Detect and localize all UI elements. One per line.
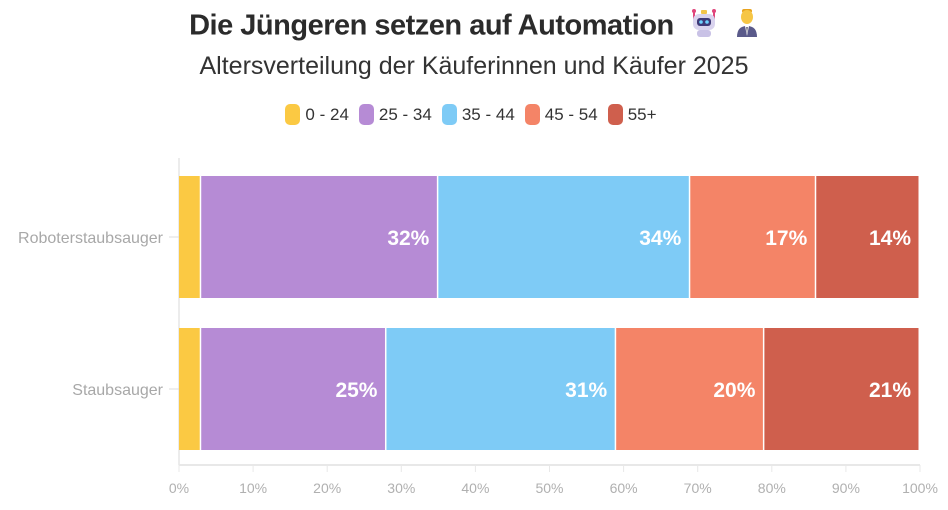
data-label: 17% xyxy=(765,227,807,250)
bar-segment-55plus[interactable] xyxy=(764,328,919,450)
x-tick-label: 100% xyxy=(902,480,938,496)
x-tick-label: 10% xyxy=(239,480,267,496)
bar-segment-55plus[interactable] xyxy=(816,176,919,298)
chart-title-text: Die Jüngeren setzen auf Automation xyxy=(189,9,674,42)
x-tick-label: 20% xyxy=(313,480,341,496)
legend-label: 35 - 44 xyxy=(461,104,515,124)
data-label: 20% xyxy=(713,379,755,402)
chart-subtitle: Altersverteilung der Käuferinnen und Käu… xyxy=(199,52,749,80)
bar-segment-35-44[interactable] xyxy=(386,328,615,450)
robot-icon xyxy=(689,8,719,46)
data-label: 32% xyxy=(387,227,429,250)
x-tick-label: 70% xyxy=(684,480,712,496)
legend-item-0-24[interactable]: 0 - 24 xyxy=(285,104,349,125)
office-worker-icon xyxy=(735,8,759,46)
category-label: Staubsauger xyxy=(72,382,163,399)
legend-swatch xyxy=(441,104,457,125)
legend-swatch xyxy=(524,104,540,125)
data-label: 14% xyxy=(869,227,911,250)
bar-segment-0-24[interactable] xyxy=(179,176,200,298)
bar-segment-45-54[interactable] xyxy=(690,176,815,298)
data-label: 34% xyxy=(639,227,681,250)
legend-label: 0 - 24 xyxy=(305,104,349,124)
chart-title: Die Jüngeren setzen auf Automation xyxy=(0,8,948,46)
category-label: Roboterstaubsauger xyxy=(18,230,164,247)
data-label: 21% xyxy=(869,379,911,402)
legend-item-45-54[interactable]: 45 - 54 xyxy=(524,104,598,125)
legend-item-25-34[interactable]: 25 - 34 xyxy=(358,104,432,125)
bar-segment-45-54[interactable] xyxy=(616,328,763,450)
x-tick-label: 50% xyxy=(535,480,563,496)
x-tick-label: 80% xyxy=(758,480,786,496)
bar-segment-0-24[interactable] xyxy=(179,328,200,450)
legend-item-35-44[interactable]: 35 - 44 xyxy=(441,104,515,125)
bar-segment-35-44[interactable] xyxy=(438,176,689,298)
legend-label: 45 - 54 xyxy=(544,104,598,124)
legend-label: 25 - 34 xyxy=(378,104,432,124)
legend-swatch xyxy=(607,104,623,125)
legend-swatch xyxy=(358,104,374,125)
x-tick-label: 30% xyxy=(387,480,415,496)
bar-segment-25-34[interactable] xyxy=(201,328,385,450)
bar-segment-25-34[interactable] xyxy=(201,176,437,298)
x-tick-label: 90% xyxy=(832,480,860,496)
data-label: 25% xyxy=(335,379,377,402)
legend-item-55-plus[interactable]: 55+ xyxy=(607,104,657,125)
x-tick-label: 60% xyxy=(610,480,638,496)
legend-swatch xyxy=(285,104,301,125)
legend-label: 55+ xyxy=(627,104,657,124)
x-tick-label: 0% xyxy=(169,480,189,496)
data-label: 31% xyxy=(565,379,607,402)
chart-legend: 0 - 24 25 - 34 35 - 44 45 - 54 55+ xyxy=(0,104,948,125)
x-tick-label: 40% xyxy=(461,480,489,496)
